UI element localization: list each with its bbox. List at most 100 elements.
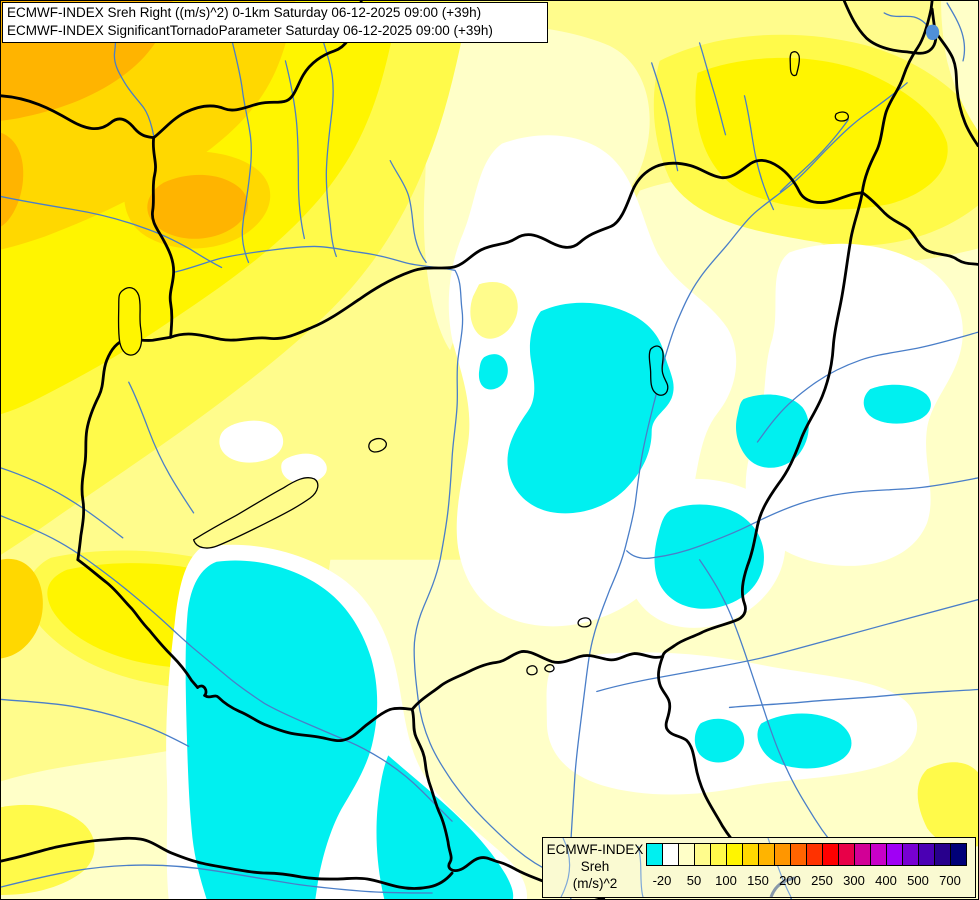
lakes — [117, 24, 940, 676]
lake-small-ne-2 — [834, 111, 850, 122]
legend-tick-label: 400 — [875, 873, 897, 888]
lake-corner-blue — [925, 24, 940, 41]
legend-tick-label: -20 — [652, 873, 672, 888]
legend-swatch — [918, 843, 935, 866]
cyan-dot-center-left — [478, 354, 508, 390]
river-szamos — [756, 331, 978, 443]
lake-small-ne-1 — [789, 51, 801, 77]
river-hron — [319, 30, 337, 258]
river-sava — [1, 864, 433, 894]
lake-tisza — [648, 345, 669, 396]
river-nitra — [284, 60, 306, 240]
legend-swatch — [742, 843, 759, 866]
legend-parameter: Sreh — [580, 859, 610, 874]
river-tamis — [698, 559, 848, 861]
border-slovenia-croatia — [76, 558, 199, 689]
legend-swatch — [870, 843, 887, 866]
legend-swatch — [822, 843, 839, 866]
legend-tick-label: 300 — [843, 873, 865, 888]
orange-blob — [147, 174, 249, 239]
title-line-2: ECMWF-INDEX SignificantTornadoParameter … — [7, 23, 493, 38]
legend-swatch — [950, 843, 967, 866]
gold-left-edge — [1, 558, 43, 659]
river-ipoly — [389, 159, 427, 264]
lake-small-s-1 — [577, 617, 592, 628]
legend-units: (m/s)^2 — [572, 876, 618, 891]
legend-swatch — [854, 843, 871, 866]
white-patch-near-balaton-1 — [219, 420, 284, 463]
yellow-region-bottom-right-corner — [917, 762, 978, 848]
legend-swatch — [838, 843, 855, 866]
white-patch-near-balaton-2 — [281, 453, 327, 484]
border-czech-arc — [1, 1, 363, 140]
border-hungary-north — [169, 158, 864, 342]
river-vah — [231, 42, 252, 264]
lake-ferto — [117, 286, 143, 356]
river-maros-branch — [728, 688, 978, 709]
lake-small-s-2 — [526, 665, 538, 676]
border-drava — [196, 684, 414, 742]
legend-swatch — [902, 843, 919, 866]
river-zala — [128, 381, 195, 514]
white-region-right — [745, 243, 963, 566]
legend-swatch — [710, 843, 727, 866]
legend-tick-label: 200 — [779, 873, 801, 888]
border-ukraine-north — [860, 1, 934, 194]
border-hungary-south — [410, 650, 665, 711]
legend-swatch — [790, 843, 807, 866]
river-ne-1 — [651, 62, 679, 172]
cyan-spot-bottom-right-1 — [694, 718, 745, 763]
legend-swatch — [678, 843, 695, 866]
legend-tick-label: 150 — [747, 873, 769, 888]
legend-swatch — [694, 843, 711, 866]
border-hungary-east — [661, 191, 864, 658]
border-northeast-edge — [860, 191, 978, 266]
pale-island-center — [470, 282, 518, 339]
river-mura — [1, 467, 124, 539]
legend-swatch — [806, 843, 823, 866]
legend-tick-label: 700 — [939, 873, 961, 888]
border-top-right-2 — [933, 29, 978, 148]
cyan-region-east-2 — [863, 384, 931, 424]
lake-small-s-3 — [544, 664, 555, 673]
legend-tick-label: 50 — [686, 873, 702, 888]
legend-swatch — [726, 843, 743, 866]
river-koros — [626, 477, 978, 560]
legend-box: ECMWF-INDEX Sreh (m/s)^2 -20 50 100 150 200 2… — [542, 837, 976, 898]
legend-swatch — [886, 843, 903, 866]
river-tisza — [569, 82, 908, 899]
cyan-region-south-center — [654, 504, 764, 609]
legend-tick-label: 250 — [811, 873, 833, 888]
lake-velence — [368, 437, 387, 453]
cyan-region-east-1 — [735, 394, 809, 468]
border-morava — [150, 136, 176, 339]
border-bosnia — [1, 836, 454, 890]
legend-title: ECMWF-INDEX — [546, 842, 644, 857]
legend-color-bar — [646, 843, 967, 866]
legend-swatch — [934, 843, 951, 866]
river-maros — [596, 599, 978, 693]
river-ne-3 — [698, 42, 727, 136]
legend-swatch — [646, 843, 663, 866]
title-line-1: ECMWF-INDEX Sreh Right ((m/s)^2) 0-1km S… — [7, 5, 482, 20]
river-bodrog — [779, 119, 849, 193]
cyan-spot-bottom-right-2 — [757, 713, 852, 769]
legend-swatch — [662, 843, 679, 866]
cyan-region-center — [507, 302, 674, 514]
river-ne-2 — [743, 95, 775, 211]
legend-swatch — [758, 843, 775, 866]
lake-balaton — [192, 477, 319, 549]
legend-text-block: ECMWF-INDEX Sreh (m/s)^2 — [545, 841, 645, 892]
river-raba — [1, 195, 223, 269]
river-drava — [1, 515, 453, 822]
orange-left-strip — [1, 132, 24, 227]
legend-tick-label: 500 — [907, 873, 929, 888]
title-box: ECMWF-INDEX Sreh Right ((m/s)^2) 0-1km S… — [2, 2, 548, 43]
bright-yellow-top-right — [695, 57, 948, 210]
river-corner-2 — [946, 2, 966, 62]
river-kupa — [1, 698, 190, 747]
